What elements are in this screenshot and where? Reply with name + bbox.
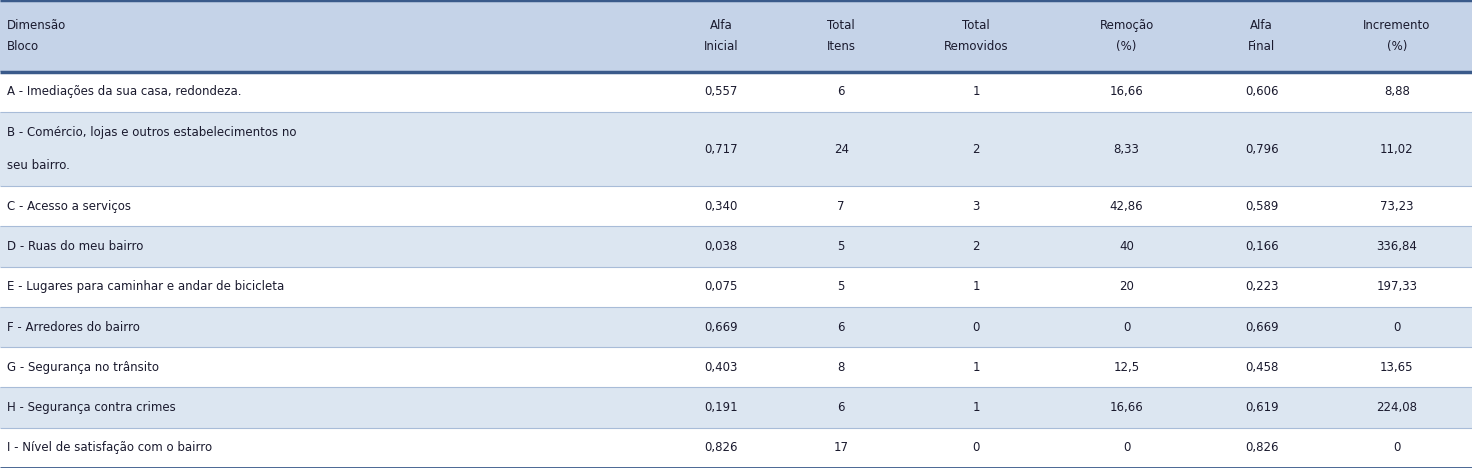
Text: 5: 5 — [838, 280, 845, 293]
Text: Final: Final — [1248, 40, 1275, 53]
Text: seu bairro.: seu bairro. — [7, 159, 71, 172]
Text: 1: 1 — [973, 85, 980, 98]
Text: 0,619: 0,619 — [1245, 401, 1279, 414]
Text: 24: 24 — [833, 143, 849, 155]
Text: 73,23: 73,23 — [1381, 200, 1413, 213]
Text: 8,88: 8,88 — [1384, 85, 1410, 98]
Text: Dimensão: Dimensão — [7, 19, 66, 32]
Text: 0: 0 — [1393, 321, 1400, 334]
Text: 11,02: 11,02 — [1381, 143, 1413, 155]
Text: 13,65: 13,65 — [1381, 361, 1413, 374]
Text: 0: 0 — [1123, 321, 1130, 334]
Text: 197,33: 197,33 — [1376, 280, 1418, 293]
Text: 0: 0 — [1393, 441, 1400, 454]
Text: 0,458: 0,458 — [1245, 361, 1278, 374]
Text: Total: Total — [963, 19, 991, 32]
Text: 0: 0 — [1123, 441, 1130, 454]
Text: 16,66: 16,66 — [1110, 85, 1144, 98]
Text: 1: 1 — [973, 401, 980, 414]
Text: 8: 8 — [838, 361, 845, 374]
Text: 42,86: 42,86 — [1110, 200, 1144, 213]
Text: 17: 17 — [833, 441, 849, 454]
Text: F - Arredores do bairro: F - Arredores do bairro — [7, 321, 140, 334]
Text: 1: 1 — [973, 361, 980, 374]
Text: 0,557: 0,557 — [704, 85, 737, 98]
Text: 6: 6 — [838, 321, 845, 334]
Text: 6: 6 — [838, 401, 845, 414]
Text: 0,075: 0,075 — [704, 280, 737, 293]
Text: D - Ruas do meu bairro: D - Ruas do meu bairro — [7, 240, 144, 253]
Bar — [0, 227, 1472, 267]
Bar — [0, 428, 1472, 468]
Text: 3: 3 — [973, 200, 980, 213]
Text: 2: 2 — [973, 240, 980, 253]
Text: H - Segurança contra crimes: H - Segurança contra crimes — [7, 401, 177, 414]
Text: (%): (%) — [1116, 40, 1136, 53]
Text: 0,669: 0,669 — [1245, 321, 1279, 334]
Bar — [0, 112, 1472, 186]
Text: 0: 0 — [973, 441, 980, 454]
Text: 224,08: 224,08 — [1376, 401, 1418, 414]
Text: Removidos: Removidos — [944, 40, 1008, 53]
Text: 16,66: 16,66 — [1110, 401, 1144, 414]
Text: 0,717: 0,717 — [704, 143, 737, 155]
Text: 0,826: 0,826 — [704, 441, 737, 454]
Text: 5: 5 — [838, 240, 845, 253]
Text: 7: 7 — [838, 200, 845, 213]
Text: E - Lugares para caminhar e andar de bicicleta: E - Lugares para caminhar e andar de bic… — [7, 280, 284, 293]
Text: 2: 2 — [973, 143, 980, 155]
Text: 0,589: 0,589 — [1245, 200, 1278, 213]
Text: 0,191: 0,191 — [704, 401, 737, 414]
Text: Alfa: Alfa — [1250, 19, 1273, 32]
Text: C - Acesso a serviços: C - Acesso a serviços — [7, 200, 131, 213]
Bar — [0, 307, 1472, 347]
Text: 0: 0 — [973, 321, 980, 334]
Text: Alfa: Alfa — [710, 19, 733, 32]
Bar — [0, 186, 1472, 227]
Text: 40: 40 — [1119, 240, 1133, 253]
Text: B - Comércio, lojas e outros estabelecimentos no: B - Comércio, lojas e outros estabelecim… — [7, 126, 297, 139]
Text: 12,5: 12,5 — [1113, 361, 1139, 374]
Text: Incremento: Incremento — [1363, 19, 1431, 32]
Text: 0,166: 0,166 — [1245, 240, 1279, 253]
Text: 336,84: 336,84 — [1376, 240, 1418, 253]
Text: 0,669: 0,669 — [704, 321, 737, 334]
Text: 0,223: 0,223 — [1245, 280, 1279, 293]
Text: (%): (%) — [1387, 40, 1407, 53]
Text: 0,826: 0,826 — [1245, 441, 1279, 454]
Text: 0,796: 0,796 — [1245, 143, 1279, 155]
Bar — [0, 388, 1472, 428]
Text: Remoção: Remoção — [1100, 19, 1154, 32]
Text: 6: 6 — [838, 85, 845, 98]
Bar — [0, 267, 1472, 307]
Text: 0,403: 0,403 — [704, 361, 737, 374]
Bar — [0, 72, 1472, 112]
Bar — [0, 347, 1472, 388]
Text: Total: Total — [827, 19, 855, 32]
Text: Bloco: Bloco — [7, 40, 40, 53]
Text: 8,33: 8,33 — [1114, 143, 1139, 155]
Text: 0,606: 0,606 — [1245, 85, 1279, 98]
Text: 0,340: 0,340 — [704, 200, 737, 213]
Text: 1: 1 — [973, 280, 980, 293]
Text: A - Imediações da sua casa, redondeza.: A - Imediações da sua casa, redondeza. — [7, 85, 241, 98]
Text: I - Nível de satisfação com o bairro: I - Nível de satisfação com o bairro — [7, 441, 212, 454]
Text: 0,038: 0,038 — [705, 240, 737, 253]
Bar — [0, 0, 1472, 72]
Text: Itens: Itens — [827, 40, 855, 53]
Text: 20: 20 — [1119, 280, 1133, 293]
Text: Inicial: Inicial — [704, 40, 739, 53]
Text: G - Segurança no trânsito: G - Segurança no trânsito — [7, 361, 159, 374]
